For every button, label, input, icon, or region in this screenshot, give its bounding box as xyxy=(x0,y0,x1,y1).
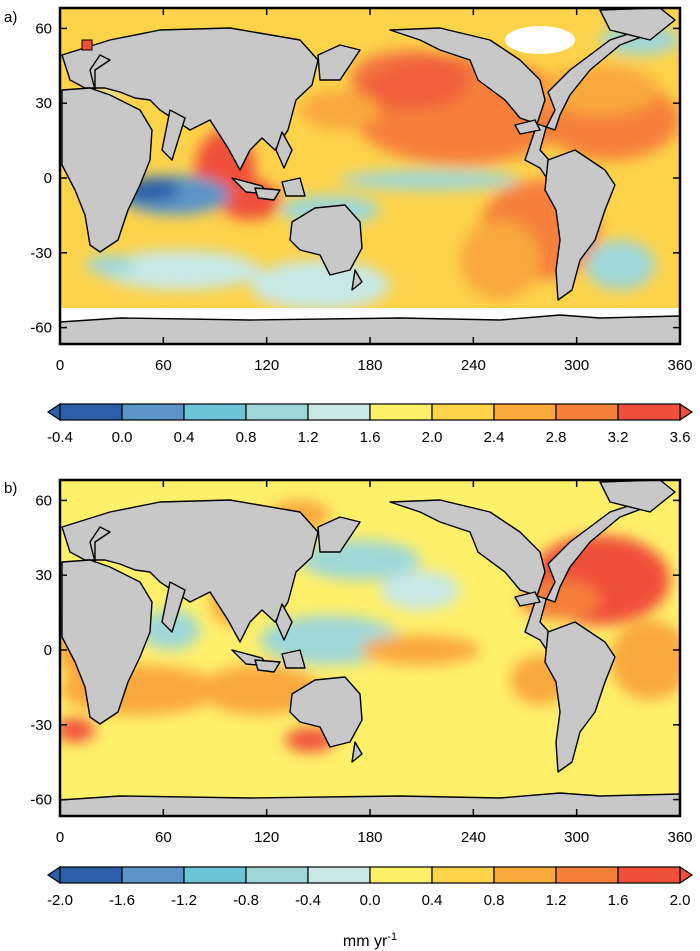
panel-b-y-tick-label: 30 xyxy=(35,567,52,584)
panel-b-colorbar-swatch xyxy=(59,866,123,884)
panel-a-colorbar-swatch xyxy=(307,403,371,421)
panel-a-colorbar-label: 1.6 xyxy=(360,429,381,446)
panel-b-colorbar-label: -1.6 xyxy=(109,892,135,909)
panel-a-colorbar-swatch xyxy=(245,403,309,421)
panel-a-colorbar-swatch xyxy=(369,403,433,421)
panel-a-colorbar-label: 0.8 xyxy=(236,429,257,446)
panel-a-colorbar-label: 3.6 xyxy=(670,429,691,446)
panel-b-colorbar-label: -1.2 xyxy=(171,892,197,909)
panel-b-colorbar-label: -0.4 xyxy=(295,892,321,909)
panel-b-x-tick-label: 120 xyxy=(254,829,279,846)
panel-b-colorbar-swatch xyxy=(183,866,247,884)
panel-b-x-tick-label: 240 xyxy=(461,829,486,846)
panel-b-colorbar-arrow-left xyxy=(46,865,61,885)
panel-a-colorbar-label: 1.2 xyxy=(298,429,319,446)
panel-a-colorbar-arrow-left xyxy=(46,402,61,422)
panel-a-colorbar-swatch xyxy=(121,403,185,421)
panel-b-colorbar-swatch xyxy=(431,866,495,884)
panel-a-colorbar-label: 2.8 xyxy=(546,429,567,446)
panel-a-colorbar-label: 0.0 xyxy=(112,429,133,446)
panel-b-y-tick-label: -60 xyxy=(30,792,52,809)
panel-a-x-tick-label: 120 xyxy=(254,357,279,374)
panel-b-x-tick-label: 300 xyxy=(564,829,589,846)
panel-b-land xyxy=(60,480,680,816)
panel-a-colorbar-label: 2.4 xyxy=(484,429,505,446)
panel-a-colorbar: -0.4 0.0 0.4 0.8 1.2 1.6 2.0 2.4 2.8 3.2 3.6 xyxy=(46,402,694,446)
panel-b-colorbar-swatch xyxy=(121,866,185,884)
panel-b-y-tick-label: 0 xyxy=(44,642,52,659)
panel-a-x-tick-label: 60 xyxy=(155,357,172,374)
panel-b-x-tick-label: 360 xyxy=(667,829,692,846)
panel-b-y-tick-label: -30 xyxy=(30,717,52,734)
panel-a-colorbar-label: -0.4 xyxy=(47,429,73,446)
panel-a-y-tick-label: 30 xyxy=(35,95,52,112)
panel-a-x-tick-label: 360 xyxy=(667,357,692,374)
panel-a-colorbar-swatch xyxy=(431,403,495,421)
panel-a-x-tick-label: 0 xyxy=(56,357,64,374)
panel-b-colorbar-label: -2.0 xyxy=(47,892,73,909)
panel-a-colorbar-swatch xyxy=(555,403,619,421)
panel-a-colorbar-label: 2.0 xyxy=(422,429,443,446)
panel-b-colorbar-swatch xyxy=(617,866,681,884)
colorbar-unit-label: mm yr-1 xyxy=(343,931,397,950)
panel-b-y-ticks: 60 30 0 -30 -60 xyxy=(30,492,680,809)
panel-b-colorbar-swatch xyxy=(307,866,371,884)
panel-b-colorbar-swatch xyxy=(369,866,433,884)
panel-b-colorbar-arrow-right xyxy=(679,865,694,885)
panel-a-x-ticks: 0 60 120 180 240 300 360 xyxy=(56,8,693,374)
panel-b-colorbar-swatch xyxy=(245,866,309,884)
panel-a-colorbar-label: 3.2 xyxy=(608,429,629,446)
panel-a-land xyxy=(60,8,680,344)
panel-b-label: b) xyxy=(4,480,17,497)
panel-b-colorbar-swatch xyxy=(493,866,557,884)
panel-a-x-tick-label: 300 xyxy=(564,357,589,374)
panel-b-colorbar-swatch xyxy=(555,866,619,884)
panel-a-colorbar-swatch xyxy=(493,403,557,421)
panel-a-colorbar-arrow-right xyxy=(679,402,694,422)
panel-b-colorbar-label: 0.0 xyxy=(360,892,381,909)
panel-b-x-ticks: 0 60 120 180 240 300 360 xyxy=(56,480,693,846)
panel-b-x-tick-label: 60 xyxy=(155,829,172,846)
panel-a-y-tick-label: 0 xyxy=(44,170,52,187)
panel-b-y-tick-label: 60 xyxy=(35,492,52,509)
panel-a-colorbar-swatch xyxy=(183,403,247,421)
panel-a-colorbar-label: 0.4 xyxy=(174,429,195,446)
panel-a-y-tick-label: 60 xyxy=(35,20,52,37)
panel-b-colorbar: -2.0 -1.6 -1.2 -0.8 -0.4 0.0 0.4 0.8 1.2 1.6 2.0 xyxy=(46,865,694,909)
panel-b-colorbar-label: 2.0 xyxy=(670,892,691,909)
panel-a-x-tick-label: 240 xyxy=(461,357,486,374)
panel-b-x-tick-label: 180 xyxy=(357,829,382,846)
panel-a-colorbar-swatch xyxy=(59,403,123,421)
panel-b-colorbar-label: -0.8 xyxy=(233,892,259,909)
panel-a-y-ticks: 60 30 0 -30 -60 xyxy=(30,20,680,337)
panel-b-colorbar-label: 0.8 xyxy=(484,892,505,909)
panel-a-x-tick-label: 180 xyxy=(357,357,382,374)
panel-b-x-tick-label: 0 xyxy=(56,829,64,846)
panel-a-colorbar-swatch xyxy=(617,403,681,421)
panel-a-y-tick-label: -60 xyxy=(30,320,52,337)
panel-b-colorbar-label: 0.4 xyxy=(422,892,443,909)
panel-b-colorbar-label: 1.2 xyxy=(546,892,567,909)
panel-a-y-tick-label: -30 xyxy=(30,245,52,262)
panel-a-label: a) xyxy=(4,9,17,26)
panel-b-colorbar-label: 1.6 xyxy=(608,892,629,909)
